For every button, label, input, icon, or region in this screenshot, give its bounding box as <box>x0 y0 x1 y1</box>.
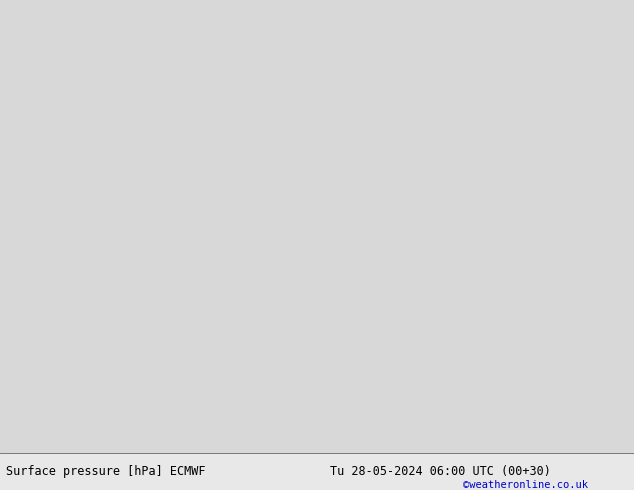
Text: Surface pressure [hPa] ECMWF: Surface pressure [hPa] ECMWF <box>6 466 206 478</box>
Text: Tu 28-05-2024 06:00 UTC (00+30): Tu 28-05-2024 06:00 UTC (00+30) <box>330 466 550 478</box>
Text: ©weatheronline.co.uk: ©weatheronline.co.uk <box>463 480 588 490</box>
